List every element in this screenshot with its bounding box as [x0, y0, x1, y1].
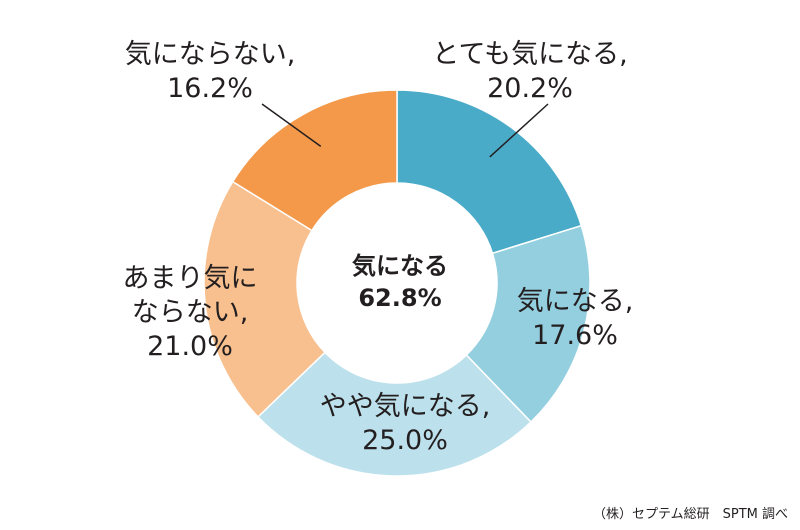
slice-label-text: 気にならない, — [124, 39, 296, 70]
slice-label-text: とても気になる, — [432, 39, 628, 70]
leader-line — [261, 103, 322, 147]
slices-group — [203, 89, 591, 477]
slice-amari-kininaranai — [203, 180, 327, 418]
slice-label-value: 20.2% — [487, 73, 573, 104]
slice-label-yaya-kininaru: やや気になる, 25.0% — [305, 390, 505, 458]
slice-label-value: 25.0% — [362, 425, 448, 456]
slice-label-value: 16.2% — [167, 73, 253, 104]
slice-label-text: やや気になる, — [319, 391, 491, 422]
slice-label-text: 気になる, — [516, 286, 634, 317]
leader-line — [489, 103, 549, 158]
slice-kininaru — [465, 224, 591, 424]
slice-label-text: あまり気に — [122, 263, 258, 294]
slice-label-value: 17.6% — [532, 320, 618, 351]
slice-label-value: 21.0% — [147, 331, 233, 362]
slice-label-text-2: ならない, — [131, 297, 249, 328]
center-label-value: 62.8% — [358, 284, 442, 312]
center-label-text: 気になる — [352, 252, 448, 280]
slice-yaya-kininaru — [256, 351, 532, 477]
donut-center-label: 気になる 62.8% — [320, 250, 480, 314]
slice-label-amari-kininaranai: あまり気に ならない, 21.0% — [105, 262, 275, 364]
slice-label-totemo-kininaru: とても気になる, 20.2% — [425, 38, 635, 106]
slice-kininaranai — [231, 89, 398, 232]
source-note: （株）セプテム総研 SPTM 調べ — [593, 507, 788, 522]
slice-label-kininaru: 気になる, 17.6% — [500, 285, 650, 353]
slice-totemo-kininaru — [396, 89, 583, 255]
leader-lines-group — [261, 103, 549, 158]
slice-label-kininaranai: 気にならない, 16.2% — [110, 38, 310, 106]
